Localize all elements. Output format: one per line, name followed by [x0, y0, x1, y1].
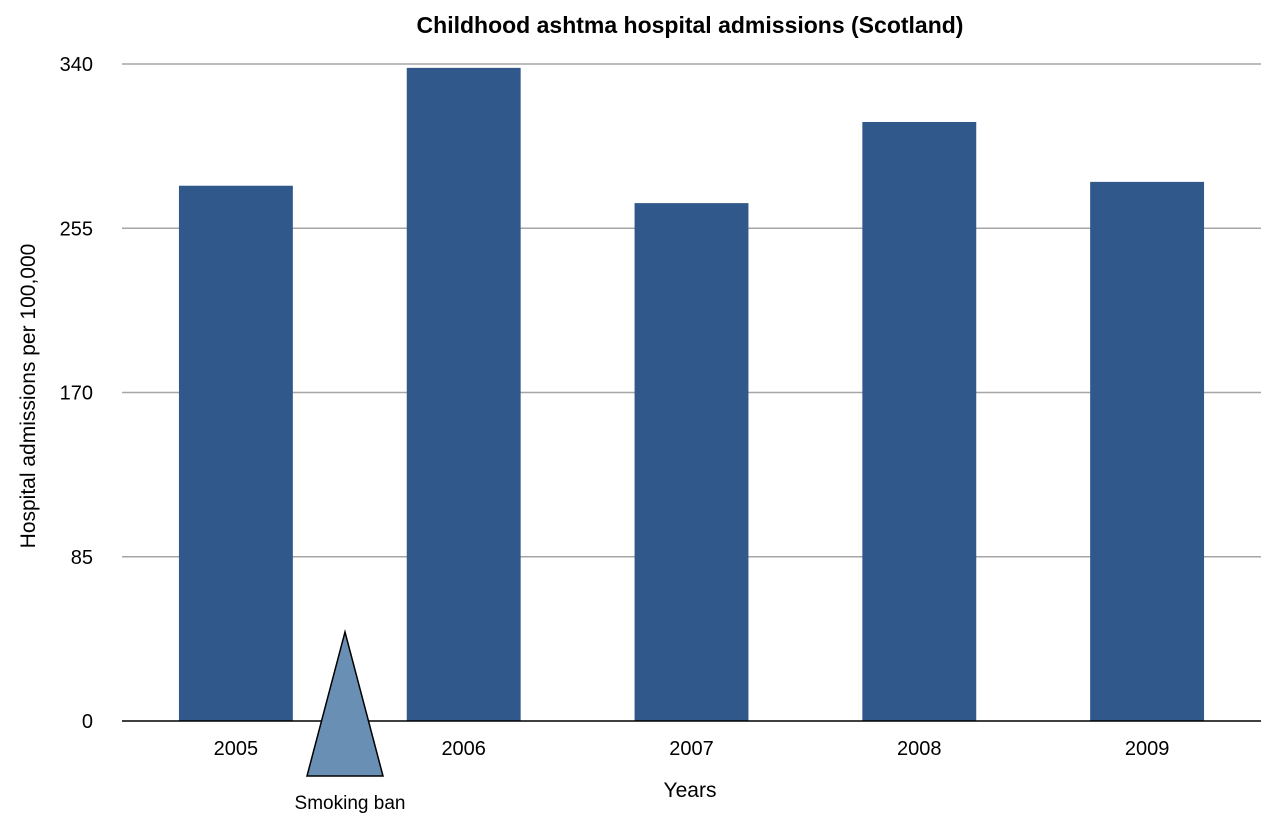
chart-title: Childhood ashtma hospital admissions (Sc… [417, 12, 964, 38]
y-tick-label: 85 [71, 547, 93, 569]
x-axis-label: Years [664, 779, 717, 802]
triangle-icon [306, 629, 384, 777]
x-tick-label: 2005 [214, 738, 259, 760]
bar-2005 [178, 185, 293, 722]
y-tick-label: 0 [82, 711, 93, 733]
y-tick-label: 255 [60, 218, 93, 240]
y-tick-label: 340 [60, 54, 93, 76]
x-tick-label: 2007 [669, 738, 714, 760]
smoking-ban-annotation: Smoking ban [295, 793, 406, 814]
bar-2006 [406, 67, 521, 722]
x-tick-label: 2008 [897, 738, 942, 760]
x-tick-label: 2009 [1125, 738, 1170, 760]
x-tick-label: 2006 [441, 738, 486, 760]
y-tick-label: 170 [60, 383, 93, 405]
y-tick-labels: 0 85 170 255 340 [60, 54, 93, 733]
bar-2008 [862, 121, 977, 722]
y-axis-label: Hospital admissions per 100,000 [17, 244, 40, 549]
bar-2007 [634, 203, 749, 722]
bars [178, 67, 1205, 722]
x-tick-labels: 2005 2006 2007 2008 2009 [214, 738, 1170, 760]
bar-2009 [1090, 181, 1205, 721]
